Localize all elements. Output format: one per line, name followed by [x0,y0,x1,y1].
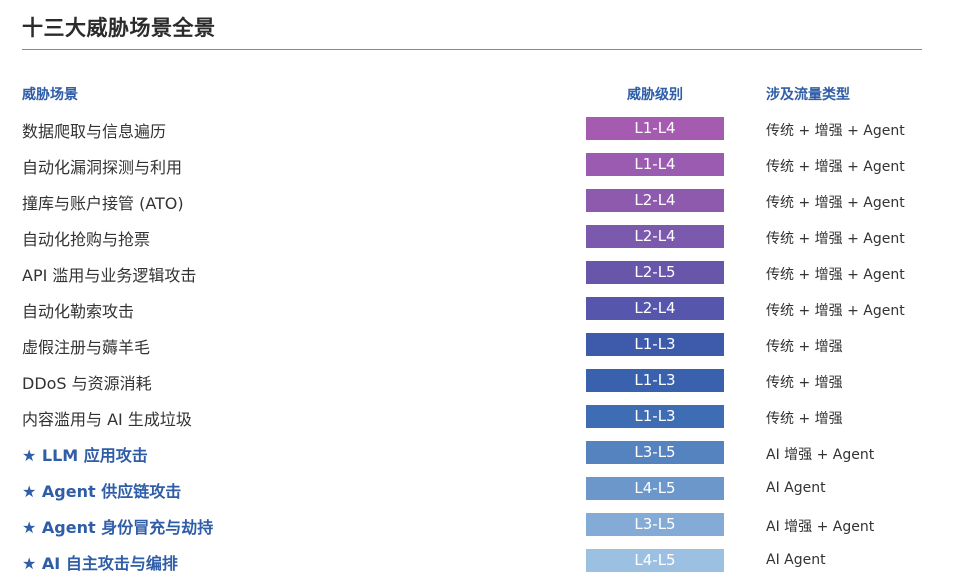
table-row: ★ AI 自主攻击与编排 L4-L5 AI Agent [0,544,970,580]
table-row: ★ Agent 身份冒充与劫持 L3-L5 AI 增强 + Agent [0,508,970,544]
threat-level-badge: L3-L5 [586,513,724,536]
threat-scene: DDoS 与资源消耗 [22,374,152,393]
threat-scene: 自动化抢购与抢票 [22,230,151,249]
table-row: 数据爬取与信息遍历 L1-L4 传统 + 增强 + Agent [0,112,970,148]
threat-level-badge: L1-L3 [586,405,724,428]
column-header-traffic: 涉及流量类型 [766,87,850,103]
traffic-type: 传统 + 增强 + Agent [766,123,905,139]
threat-level-badge: L1-L4 [586,153,724,176]
threat-scene: ★ Agent 身份冒充与劫持 [22,518,214,537]
table-row: 内容滥用与 AI 生成垃圾 L1-L3 传统 + 增强 [0,400,970,436]
traffic-type: AI Agent [766,480,826,496]
threat-level-badge: L4-L5 [586,549,724,572]
table-row: 自动化漏洞探测与利用 L1-L4 传统 + 增强 + Agent [0,148,970,184]
traffic-type: 传统 + 增强 [766,411,843,427]
threat-scene: 撞库与账户接管 (ATO) [22,194,184,213]
table-row: 虚假注册与薅羊毛 L1-L3 传统 + 增强 [0,328,970,364]
threat-level-badge: L1-L3 [586,333,724,356]
threat-level-badge: L1-L3 [586,369,724,392]
threat-level-badge: L2-L4 [586,225,724,248]
threat-scene: API 滥用与业务逻辑攻击 [22,266,197,285]
threat-scene: 内容滥用与 AI 生成垃圾 [22,410,192,429]
threat-scene: ★ AI 自主攻击与编排 [22,554,178,573]
threat-scene: 数据爬取与信息遍历 [22,122,167,141]
threat-scene: ★ Agent 供应链攻击 [22,482,182,501]
column-header-level: 威胁级别 [627,87,683,103]
table-row: 自动化抢购与抢票 L2-L4 传统 + 增强 + Agent [0,220,970,256]
table-row: ★ Agent 供应链攻击 L4-L5 AI Agent [0,472,970,508]
threat-level-badge: L2-L4 [586,189,724,212]
title-divider [22,49,922,50]
traffic-type: 传统 + 增强 + Agent [766,231,905,247]
threat-scene: 自动化勒索攻击 [22,302,135,321]
traffic-type: 传统 + 增强 + Agent [766,303,905,319]
traffic-type: AI Agent [766,552,826,568]
traffic-type: AI 增强 + Agent [766,519,875,535]
threat-level-badge: L2-L4 [586,297,724,320]
threat-scene: ★ LLM 应用攻击 [22,446,148,465]
threat-scene: 虚假注册与薅羊毛 [22,338,151,357]
table-row: DDoS 与资源消耗 L1-L3 传统 + 增强 [0,364,970,400]
traffic-type: 传统 + 增强 + Agent [766,159,905,175]
table-row: 撞库与账户接管 (ATO) L2-L4 传统 + 增强 + Agent [0,184,970,220]
traffic-type: 传统 + 增强 + Agent [766,267,905,283]
table-row: API 滥用与业务逻辑攻击 L2-L5 传统 + 增强 + Agent [0,256,970,292]
threat-scene: 自动化漏洞探测与利用 [22,158,183,177]
threat-level-badge: L2-L5 [586,261,724,284]
threat-level-badge: L4-L5 [586,477,724,500]
page-title: 十三大威胁场景全景 [22,16,216,40]
table-row: ★ LLM 应用攻击 L3-L5 AI 增强 + Agent [0,436,970,472]
column-header-scene: 威胁场景 [22,87,78,103]
threat-level-badge: L1-L4 [586,117,724,140]
traffic-type: 传统 + 增强 [766,375,843,391]
traffic-type: 传统 + 增强 + Agent [766,195,905,211]
table-row: 自动化勒索攻击 L2-L4 传统 + 增强 + Agent [0,292,970,328]
traffic-type: AI 增强 + Agent [766,447,875,463]
traffic-type: 传统 + 增强 [766,339,843,355]
threat-level-badge: L3-L5 [586,441,724,464]
